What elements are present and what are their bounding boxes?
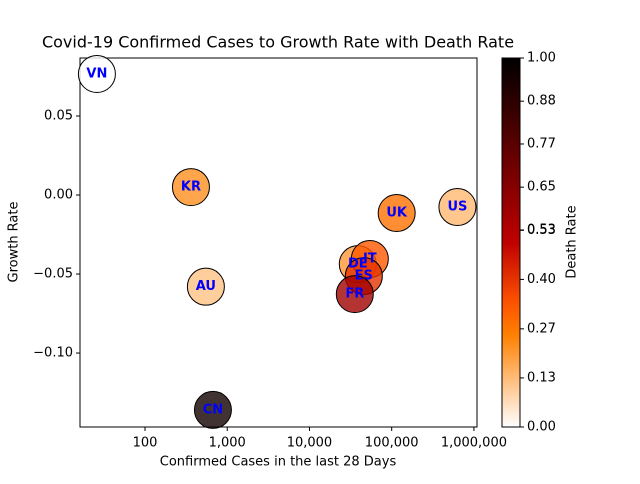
y-axis-label: Growth Rate xyxy=(7,202,22,283)
point-label: IT xyxy=(363,252,377,267)
colorbar-tick-label: 0.00 xyxy=(527,420,556,435)
point-label: VN xyxy=(86,66,107,81)
point xyxy=(438,188,477,227)
point xyxy=(377,194,416,233)
point xyxy=(186,267,225,306)
colorbar-tick-label: 0.53 xyxy=(527,223,556,238)
colorbar-tick-label: 0.53 xyxy=(527,222,556,237)
colorbar-tick-label: 0.77 xyxy=(527,136,556,151)
point-label: UK xyxy=(386,206,408,221)
chart-title: Covid-19 Confirmed Cases to Growth Rate … xyxy=(42,33,514,52)
y-tick-label: 0.05 xyxy=(44,108,73,123)
colorbar-label: Death Rate xyxy=(565,205,580,278)
colorbar-tick-label: 0.40 xyxy=(527,272,556,287)
point-label: KR xyxy=(181,180,201,195)
colorbar-tick-label: 0.27 xyxy=(527,321,556,336)
point-label: CN xyxy=(203,402,223,417)
point-label: ES xyxy=(355,269,373,284)
plot-area xyxy=(79,57,478,428)
y-tick-label: 0.00 xyxy=(44,188,73,203)
y-tick-label: −0.05 xyxy=(33,267,73,282)
colorbar-tick-label: 1.00 xyxy=(527,51,556,66)
x-tick-label: 1,000 xyxy=(209,436,246,451)
point xyxy=(77,54,116,93)
point xyxy=(171,168,210,207)
x-tick-label: 100,000 xyxy=(365,436,419,451)
colorbar-tick-label: 0.65 xyxy=(527,180,556,195)
x-tick-label: 10,000 xyxy=(287,436,333,451)
point-label: DE xyxy=(348,257,368,272)
colorbar-tick-label: 0.88 xyxy=(527,94,556,109)
x-tick-label: 100 xyxy=(133,436,158,451)
point xyxy=(335,275,374,314)
y-tick-label: −0.10 xyxy=(33,346,73,361)
x-axis-label: Confirmed Cases in the last 28 Days xyxy=(160,455,397,470)
colorbar xyxy=(501,57,521,428)
point-label: AU xyxy=(196,279,216,294)
point-label: US xyxy=(447,200,467,215)
colorbar-tick-label: 0.13 xyxy=(527,370,556,385)
point xyxy=(193,390,232,429)
point-label: FR xyxy=(345,287,364,302)
x-tick-label: 1,000,000 xyxy=(441,436,507,451)
